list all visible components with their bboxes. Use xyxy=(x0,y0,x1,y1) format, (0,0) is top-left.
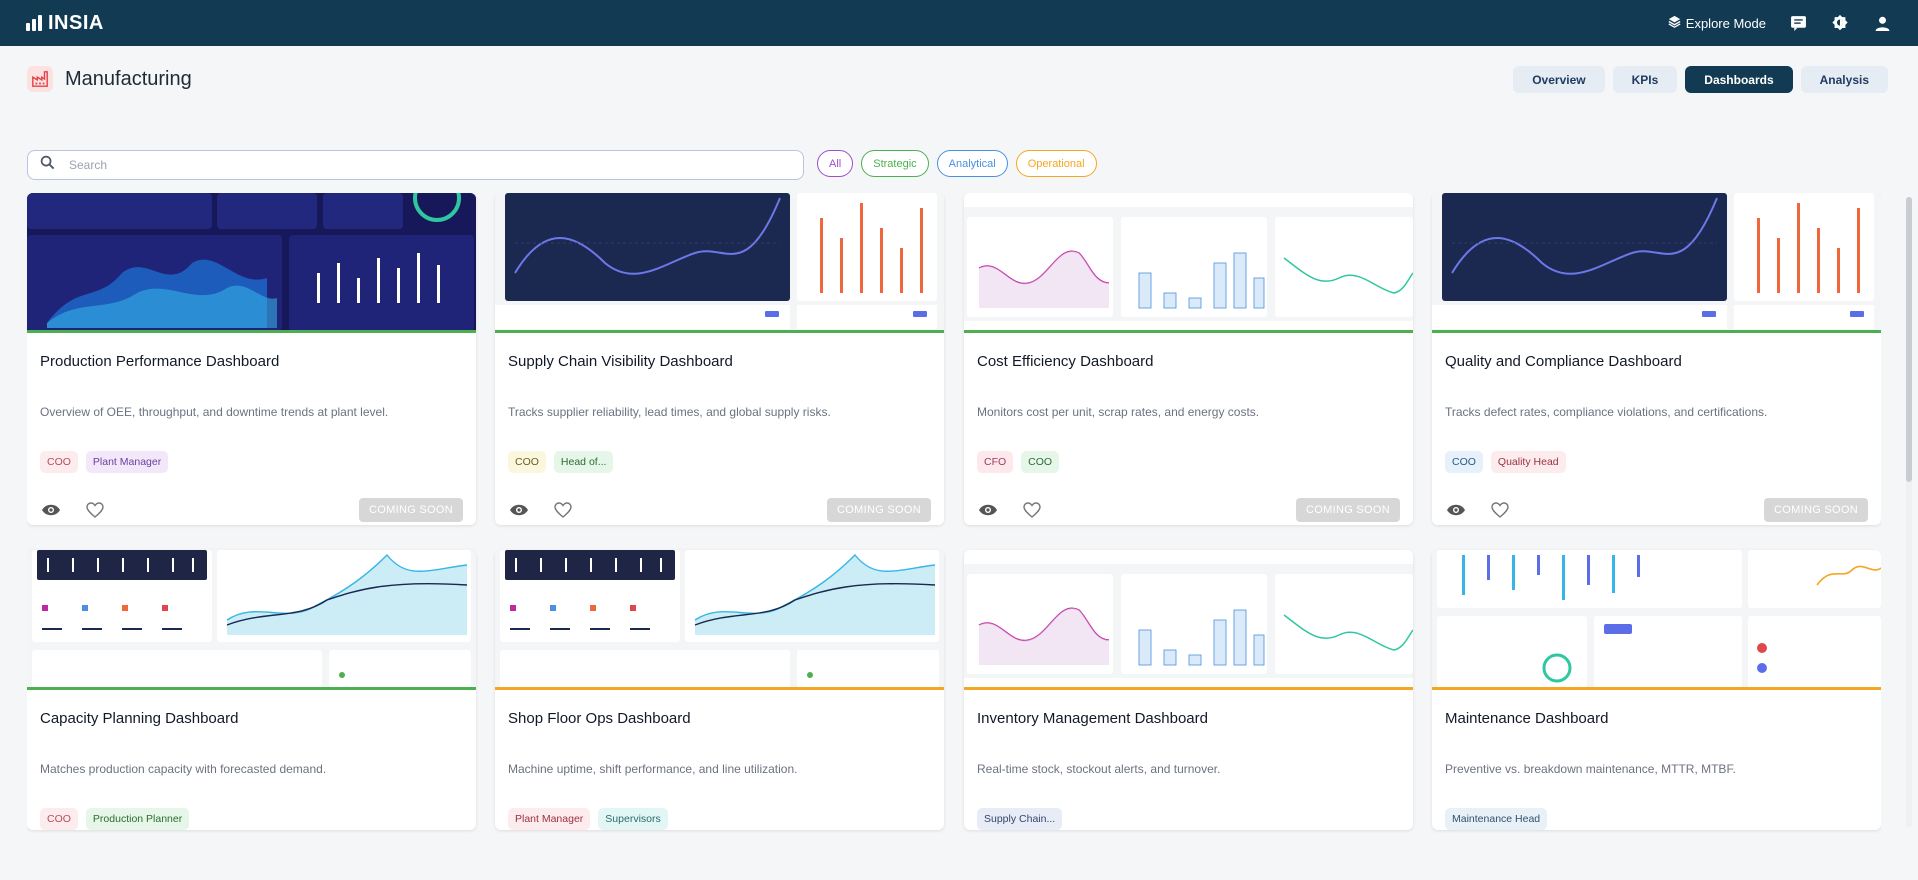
role-tag: COO xyxy=(508,451,546,473)
tab-analysis[interactable]: Analysis xyxy=(1800,66,1888,93)
card-tags: Plant Manager Supervisors xyxy=(508,808,931,830)
coming-soon-badge: COMING SOON xyxy=(359,498,463,522)
category-filters: All Strategic Analytical Operational xyxy=(817,150,1097,177)
dashboard-card[interactable]: Cost Efficiency Dashboard Monitors cost … xyxy=(964,193,1413,525)
card-title: Shop Floor Ops Dashboard xyxy=(508,710,691,727)
role-tag: Maintenance Head xyxy=(1445,808,1548,830)
search-input[interactable] xyxy=(69,158,769,172)
tab-dashboards[interactable]: Dashboards xyxy=(1685,66,1793,93)
card-tags: Maintenance Head xyxy=(1445,808,1868,830)
role-tag: CFO xyxy=(977,451,1014,473)
card-tags: COO Head of... xyxy=(508,451,931,473)
dashboard-thumbnail xyxy=(964,193,1413,333)
role-tag: COO xyxy=(1445,451,1483,473)
coming-soon-badge: COMING SOON xyxy=(1296,498,1400,522)
card-description: Real-time stock, stockout alerts, and tu… xyxy=(977,762,1221,776)
dashboard-thumbnail xyxy=(1432,550,1881,690)
card-description: Tracks defect rates, compliance violatio… xyxy=(1445,405,1768,419)
dashboard-card[interactable]: Production Performance Dashboard Overvie… xyxy=(27,193,476,525)
role-tag: COO xyxy=(40,451,78,473)
role-tag: Head of... xyxy=(553,451,614,473)
card-tags: CFO COO xyxy=(977,451,1400,473)
scrollbar[interactable] xyxy=(1906,197,1912,827)
user-profile-icon[interactable] xyxy=(1872,13,1892,33)
logo-icon xyxy=(26,15,42,31)
card-title: Cost Efficiency Dashboard xyxy=(977,353,1154,370)
filter-all[interactable]: All xyxy=(817,150,854,177)
dashboard-thumbnail xyxy=(964,550,1413,690)
card-description: Preventive vs. breakdown maintenance, MT… xyxy=(1445,762,1736,776)
card-description: Overview of OEE, throughput, and downtim… xyxy=(40,405,389,419)
role-tag: Plant Manager xyxy=(508,808,591,830)
dashboard-thumbnail xyxy=(495,550,944,690)
dashboard-thumbnail xyxy=(27,193,476,333)
dashboard-thumbnail xyxy=(27,550,476,690)
favorite-icon[interactable] xyxy=(552,499,574,521)
role-tag: Supervisors xyxy=(598,808,668,830)
card-tags: COO Plant Manager xyxy=(40,451,463,473)
filter-analytical[interactable]: Analytical xyxy=(936,150,1008,177)
page-header: Manufacturing xyxy=(27,66,192,92)
card-description: Tracks supplier reliability, lead times,… xyxy=(508,405,831,419)
card-description: Machine uptime, shift performance, and l… xyxy=(508,762,798,776)
view-icon[interactable] xyxy=(1445,499,1467,521)
chat-icon[interactable] xyxy=(1788,13,1808,33)
dashboard-thumbnail xyxy=(1432,193,1881,333)
role-tag: Supply Chain... xyxy=(977,808,1063,830)
tab-overview[interactable]: Overview xyxy=(1513,66,1605,93)
filter-strategic[interactable]: Strategic xyxy=(861,150,929,177)
view-icon[interactable] xyxy=(508,499,530,521)
card-title: Production Performance Dashboard xyxy=(40,353,280,370)
app-name: INSIA xyxy=(48,11,104,34)
card-title: Supply Chain Visibility Dashboard xyxy=(508,353,733,370)
tab-kpis[interactable]: KPIs xyxy=(1612,66,1678,93)
card-description: Monitors cost per unit, scrap rates, and… xyxy=(977,405,1260,419)
card-title: Maintenance Dashboard xyxy=(1445,710,1609,727)
dashboard-card[interactable]: Supply Chain Visibility Dashboard Tracks… xyxy=(495,193,944,525)
coming-soon-badge: COMING SOON xyxy=(1764,498,1868,522)
favorite-icon[interactable] xyxy=(1489,499,1511,521)
card-title: Inventory Management Dashboard xyxy=(977,710,1208,727)
card-tags: COO Quality Head xyxy=(1445,451,1868,473)
search-box xyxy=(27,150,804,180)
top-bar: INSIA Explore Mode xyxy=(0,0,1918,46)
dashboard-card[interactable]: Capacity Planning Dashboard Matches prod… xyxy=(27,550,476,830)
layers-icon xyxy=(1668,15,1681,31)
role-tag: Plant Manager xyxy=(85,451,169,473)
search-icon xyxy=(40,155,55,175)
favorite-icon[interactable] xyxy=(1021,499,1043,521)
view-icon[interactable] xyxy=(40,499,62,521)
page-title: Manufacturing xyxy=(65,67,192,90)
card-tags: Supply Chain... xyxy=(977,808,1400,830)
dashboard-thumbnail xyxy=(495,193,944,333)
card-title: Capacity Planning Dashboard xyxy=(40,710,239,727)
dashboard-card[interactable]: Maintenance Dashboard Preventive vs. bre… xyxy=(1432,550,1881,830)
factory-icon xyxy=(27,66,53,92)
dashboard-card[interactable]: Shop Floor Ops Dashboard Machine uptime,… xyxy=(495,550,944,830)
dashboard-card[interactable]: Inventory Management Dashboard Real-time… xyxy=(964,550,1413,830)
coming-soon-badge: COMING SOON xyxy=(827,498,931,522)
role-tag: COO xyxy=(40,808,78,830)
view-tabs: Overview KPIs Dashboards Analysis xyxy=(1513,66,1888,93)
role-tag: COO xyxy=(1021,451,1060,473)
explore-mode-label: Explore Mode xyxy=(1685,15,1766,31)
card-title: Quality and Compliance Dashboard xyxy=(1445,353,1682,370)
dashboard-card[interactable]: Quality and Compliance Dashboard Tracks … xyxy=(1432,193,1881,525)
card-description: Matches production capacity with forecas… xyxy=(40,762,327,776)
app-logo[interactable]: INSIA xyxy=(26,12,104,35)
view-icon[interactable] xyxy=(977,499,999,521)
theme-toggle-icon[interactable] xyxy=(1830,13,1850,33)
role-tag: Production Planner xyxy=(85,808,190,830)
dashboard-grid: Production Performance Dashboard Overvie… xyxy=(27,193,1881,833)
card-tags: COO Production Planner xyxy=(40,808,463,830)
filter-operational[interactable]: Operational xyxy=(1015,150,1097,177)
role-tag: Quality Head xyxy=(1490,451,1566,473)
favorite-icon[interactable] xyxy=(84,499,106,521)
explore-mode-button[interactable]: Explore Mode xyxy=(1668,15,1766,31)
scrollbar-thumb[interactable] xyxy=(1906,197,1912,482)
